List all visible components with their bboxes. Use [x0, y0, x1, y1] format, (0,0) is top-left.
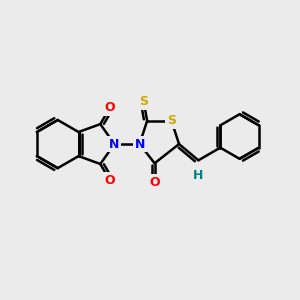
Text: S: S — [167, 114, 176, 128]
Text: O: O — [149, 176, 160, 189]
Text: O: O — [105, 101, 115, 114]
Text: H: H — [193, 169, 204, 182]
Text: N: N — [109, 138, 119, 151]
Text: N: N — [134, 138, 145, 151]
Text: O: O — [105, 174, 115, 187]
Text: S: S — [139, 95, 148, 108]
